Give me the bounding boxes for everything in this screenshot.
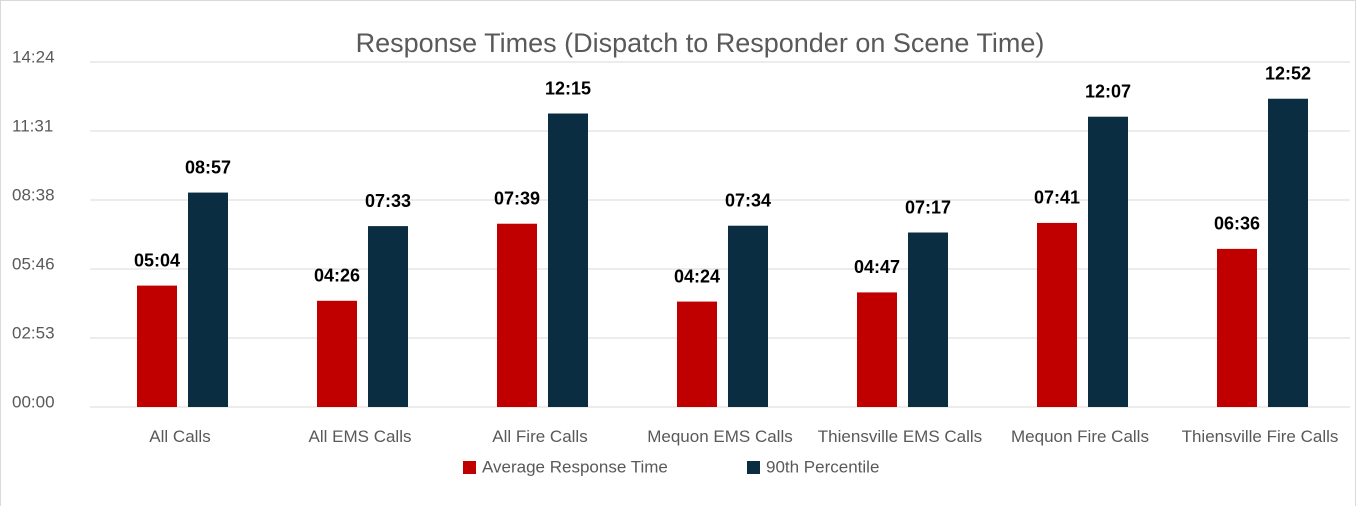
data-label: 12:15 bbox=[545, 78, 591, 98]
x-tick-label: All EMS Calls bbox=[308, 427, 412, 446]
chart-title: Response Times (Dispatch to Responder on… bbox=[356, 28, 1045, 58]
x-tick-label-box: Thiensville Fire Calls bbox=[1181, 427, 1339, 446]
bar bbox=[1217, 248, 1257, 407]
y-tick-label: 02:53 bbox=[12, 323, 55, 342]
legend-label: 90th Percentile bbox=[766, 457, 879, 476]
legend-label: Average Response Time bbox=[482, 457, 668, 476]
data-label: 07:41 bbox=[1034, 188, 1080, 208]
x-tick-label-box: All Fire Calls bbox=[492, 427, 588, 446]
bar bbox=[317, 300, 357, 407]
bar bbox=[1268, 98, 1308, 407]
x-tick-label-box: Thiensville EMS Calls bbox=[817, 427, 983, 446]
bar bbox=[728, 225, 768, 407]
data-label: 06:36 bbox=[1214, 214, 1260, 234]
data-label: 07:17 bbox=[905, 197, 951, 217]
x-tick-label: All Calls bbox=[149, 427, 211, 446]
legend-swatch bbox=[747, 461, 760, 474]
data-label: 07:33 bbox=[365, 191, 411, 211]
legend-swatch bbox=[463, 461, 476, 474]
data-label: 12:52 bbox=[1265, 63, 1311, 83]
bar bbox=[188, 192, 228, 407]
x-tick-label: Mequon Fire Calls bbox=[1011, 427, 1149, 446]
x-tick-label: All Fire Calls bbox=[492, 427, 588, 446]
data-label: 04:24 bbox=[674, 266, 720, 286]
bar bbox=[1088, 116, 1128, 407]
data-label: 05:04 bbox=[134, 250, 180, 270]
bar bbox=[368, 226, 408, 407]
y-tick-label: 00:00 bbox=[12, 392, 55, 411]
data-label: 08:57 bbox=[185, 157, 231, 177]
bar bbox=[497, 223, 537, 407]
data-label: 07:39 bbox=[494, 188, 540, 208]
y-tick-label: 05:46 bbox=[12, 254, 55, 273]
x-tick-label-box: Mequon EMS Calls bbox=[647, 427, 793, 446]
y-tick-label: 08:38 bbox=[12, 185, 55, 204]
bar bbox=[908, 232, 948, 407]
x-tick-label: Mequon EMS Calls bbox=[647, 427, 793, 446]
bar bbox=[677, 301, 717, 407]
x-tick-label-box: All EMS Calls bbox=[308, 427, 412, 446]
data-label: 07:34 bbox=[725, 190, 771, 210]
x-tick-label: Thiensville Fire Calls bbox=[1181, 427, 1339, 446]
bar bbox=[1037, 222, 1077, 407]
x-tick-label-box: All Calls bbox=[149, 427, 211, 446]
y-tick-label: 14:24 bbox=[12, 47, 55, 66]
y-tick-label: 11:31 bbox=[12, 116, 53, 135]
data-label: 04:47 bbox=[854, 257, 900, 277]
data-label: 12:07 bbox=[1085, 81, 1131, 101]
data-label: 04:26 bbox=[314, 266, 360, 286]
x-tick-label: Thiensville EMS Calls bbox=[817, 427, 983, 446]
bar bbox=[548, 113, 588, 408]
x-tick-label-box: Mequon Fire Calls bbox=[1011, 427, 1149, 446]
bar bbox=[857, 292, 897, 407]
bar bbox=[137, 285, 177, 407]
